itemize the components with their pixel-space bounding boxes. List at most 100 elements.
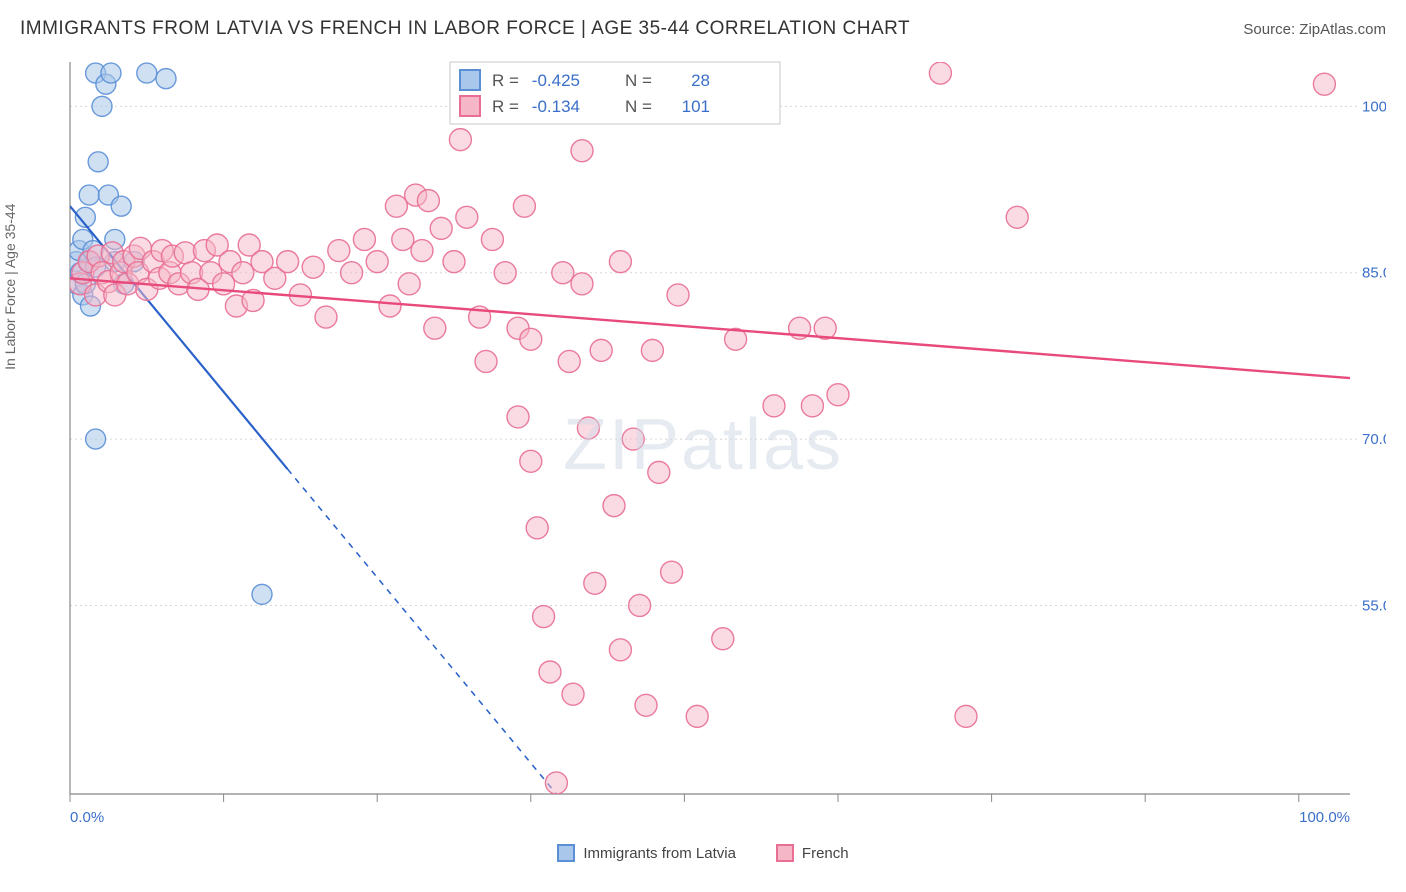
scatter-point [79,185,99,205]
scatter-point [443,251,465,273]
correlation-chart: In Labor Force | Age 35-44 ZIPatlas 55.0… [20,54,1386,836]
y-tick-label: 55.0% [1362,597,1386,614]
scatter-point [315,306,337,328]
source-attribution: Source: ZipAtlas.com [1243,21,1386,38]
trend-line [70,278,1350,378]
scatter-point [430,217,452,239]
page-title: IMMIGRANTS FROM LATVIA VS FRENCH IN LABO… [20,18,910,40]
scatter-point [539,661,561,683]
y-tick-label: 85.0% [1362,265,1386,282]
n-value: 28 [691,71,710,90]
scatter-point [609,639,631,661]
scatter-point [1006,206,1028,228]
source-name: ZipAtlas.com [1299,21,1386,38]
legend-item: French [776,844,849,862]
scatter-point [603,495,625,517]
scatter-point [494,262,516,284]
scatter-point [456,206,478,228]
scatter-point [481,228,503,250]
scatter-point [801,395,823,417]
scatter-point [520,450,542,472]
scatter-point [277,251,299,273]
scatter-point [1313,73,1335,95]
r-value: -0.425 [532,71,580,90]
x-max-label: 100.0% [1299,809,1350,826]
scatter-point [156,69,176,89]
series-french [69,62,1350,794]
legend-label: Immigrants from Latvia [583,845,736,862]
scatter-point [520,328,542,350]
scatter-point [92,96,112,116]
scatter-point [545,772,567,794]
bottom-legend: Immigrants from Latvia French [0,836,1406,862]
scatter-point [88,152,108,172]
legend-swatch [460,96,480,116]
scatter-point [526,517,548,539]
scatter-point [622,428,644,450]
scatter-point [641,339,663,361]
scatter-point [686,705,708,727]
scatter-point [411,240,433,262]
scatter-point [366,251,388,273]
source-prefix: Source: [1243,21,1299,38]
scatter-point [648,461,670,483]
scatter-point [353,228,375,250]
scatter-point [111,196,131,216]
scatter-point [629,594,651,616]
scatter-point [571,273,593,295]
scatter-point [533,606,555,628]
scatter-point [827,384,849,406]
correlation-legend: R = -0.425 N = 28 R = -0.134 N = 101 [450,62,780,124]
scatter-point [252,584,272,604]
scatter-point [424,317,446,339]
legend-swatch [460,70,480,90]
r-label: R = [492,71,519,90]
scatter-point [590,339,612,361]
y-axis-label: In Labor Force | Age 35-44 [2,204,18,370]
scatter-point [101,63,121,83]
chart-svg: 55.0%70.0%85.0%100.0%0.0%100.0%R =-0.425… [20,54,1386,836]
scatter-point [385,195,407,217]
legend-item: Immigrants from Latvia [557,844,736,862]
scatter-point [328,240,350,262]
scatter-point [302,256,324,278]
scatter-point [562,683,584,705]
n-label: N = [625,97,652,116]
scatter-point [398,273,420,295]
y-tick-label: 100.0% [1362,98,1386,115]
scatter-point [137,63,157,83]
scatter-point [475,350,497,372]
scatter-point [513,195,535,217]
series-immigrants-from-latvia [66,63,556,794]
scatter-point [712,628,734,650]
scatter-point [571,140,593,162]
scatter-point [763,395,785,417]
scatter-point [667,284,689,306]
scatter-point [449,129,471,151]
trend-line-dashed [288,469,557,794]
n-label: N = [625,71,652,90]
legend-swatch [776,844,794,862]
scatter-point [341,262,363,284]
scatter-point [577,417,599,439]
scatter-point [609,251,631,273]
scatter-point [174,242,196,264]
scatter-point [232,262,254,284]
scatter-point [379,295,401,317]
legend-swatch [557,844,575,862]
r-value: -0.134 [532,97,580,116]
scatter-point [661,561,683,583]
n-value: 101 [682,97,710,116]
scatter-point [86,429,106,449]
scatter-point [558,350,580,372]
scatter-point [552,262,574,284]
scatter-point [955,705,977,727]
scatter-point [392,228,414,250]
scatter-point [584,572,606,594]
x-min-label: 0.0% [70,809,104,826]
scatter-point [507,406,529,428]
scatter-point [929,62,951,84]
scatter-point [635,694,657,716]
r-label: R = [492,97,519,116]
legend-label: French [802,845,849,862]
